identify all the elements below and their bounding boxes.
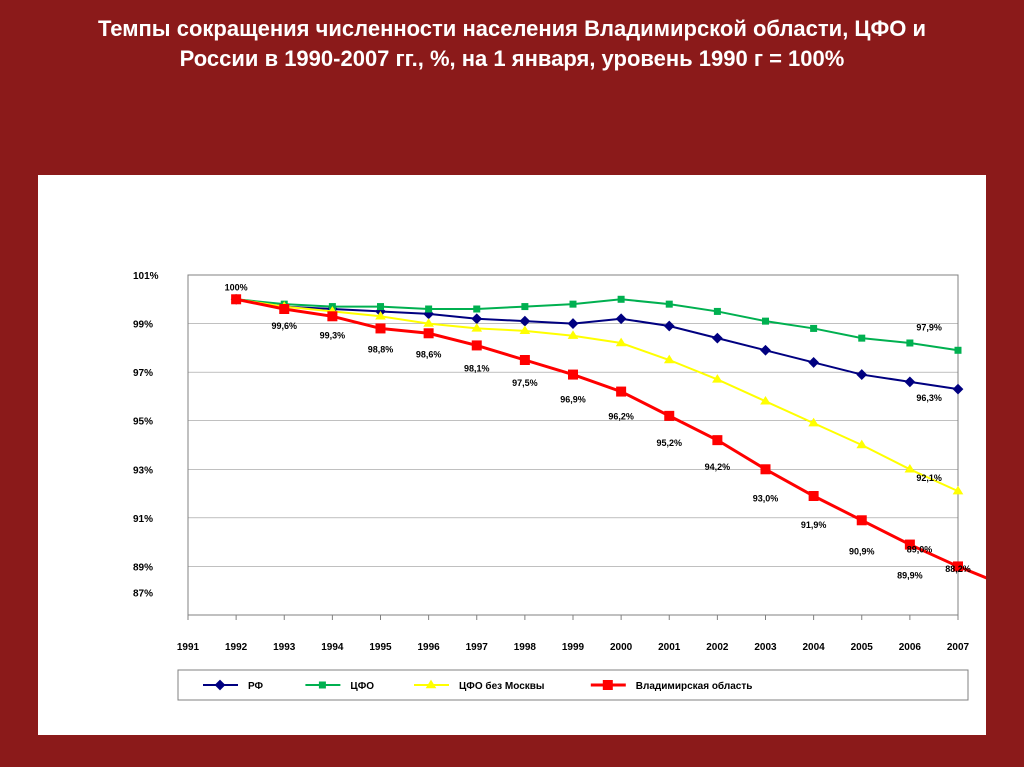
svg-text:95,2%: 95,2% — [656, 438, 682, 448]
svg-text:99,3%: 99,3% — [320, 330, 346, 340]
svg-text:1992: 1992 — [225, 642, 248, 653]
svg-text:93%: 93% — [133, 465, 153, 476]
slide-title: Темпы сокращения численности населения В… — [0, 0, 1024, 73]
svg-text:97%: 97% — [133, 368, 153, 379]
svg-text:1991: 1991 — [177, 642, 200, 653]
svg-text:87%: 87% — [133, 588, 153, 599]
svg-text:92,1%: 92,1% — [916, 473, 942, 483]
svg-text:2003: 2003 — [754, 642, 777, 653]
svg-text:1996: 1996 — [418, 642, 441, 653]
svg-text:98,6%: 98,6% — [416, 349, 442, 359]
svg-text:96,3%: 96,3% — [916, 393, 942, 403]
svg-text:96,2%: 96,2% — [608, 412, 634, 422]
svg-text:2004: 2004 — [803, 642, 826, 653]
svg-text:1997: 1997 — [466, 642, 489, 653]
svg-text:89,9%: 89,9% — [897, 571, 923, 581]
svg-text:1995: 1995 — [369, 642, 392, 653]
svg-text:97,9%: 97,9% — [916, 322, 942, 332]
svg-text:2006: 2006 — [899, 642, 922, 653]
svg-text:98,1%: 98,1% — [464, 363, 490, 373]
svg-text:99,6%: 99,6% — [271, 321, 297, 331]
svg-text:1998: 1998 — [514, 642, 537, 653]
svg-text:99%: 99% — [133, 320, 153, 331]
svg-text:96,9%: 96,9% — [560, 395, 586, 405]
svg-text:Владимирская область: Владимирская область — [636, 680, 753, 692]
svg-text:101%: 101% — [133, 271, 159, 282]
svg-text:2005: 2005 — [851, 642, 874, 653]
svg-text:1999: 1999 — [562, 642, 585, 653]
svg-text:ЦФО без Москвы: ЦФО без Москвы — [459, 680, 544, 692]
svg-text:89,0%: 89,0% — [907, 544, 933, 554]
svg-text:94,2%: 94,2% — [705, 462, 731, 472]
svg-text:88,2%: 88,2% — [945, 564, 971, 574]
svg-text:2000: 2000 — [610, 642, 633, 653]
svg-text:91%: 91% — [133, 514, 153, 525]
svg-text:ЦФО: ЦФО — [350, 681, 374, 692]
svg-text:1994: 1994 — [321, 642, 344, 653]
svg-text:95%: 95% — [133, 417, 153, 428]
slide: Темпы сокращения численности населения В… — [0, 0, 1024, 767]
svg-text:98,8%: 98,8% — [368, 344, 394, 354]
chart-container: 89% 91% 93% 95% 97% 99% 101% 87% 1991 1992 1993 199… — [38, 175, 986, 735]
svg-text:93,0%: 93,0% — [753, 493, 779, 503]
svg-text:2001: 2001 — [658, 642, 681, 653]
svg-text:РФ: РФ — [248, 681, 264, 692]
svg-text:89%: 89% — [133, 562, 153, 573]
svg-text:1993: 1993 — [273, 642, 296, 653]
line-chart: 89% 91% 93% 95% 97% 99% 101% 87% 1991 1992 1993 199… — [38, 175, 986, 735]
svg-text:90,9%: 90,9% — [849, 546, 875, 556]
svg-text:100%: 100% — [225, 282, 248, 292]
svg-text:97,5%: 97,5% — [512, 378, 538, 388]
svg-text:2002: 2002 — [706, 642, 729, 653]
svg-text:2007: 2007 — [947, 642, 970, 653]
svg-text:91,9%: 91,9% — [801, 520, 827, 530]
